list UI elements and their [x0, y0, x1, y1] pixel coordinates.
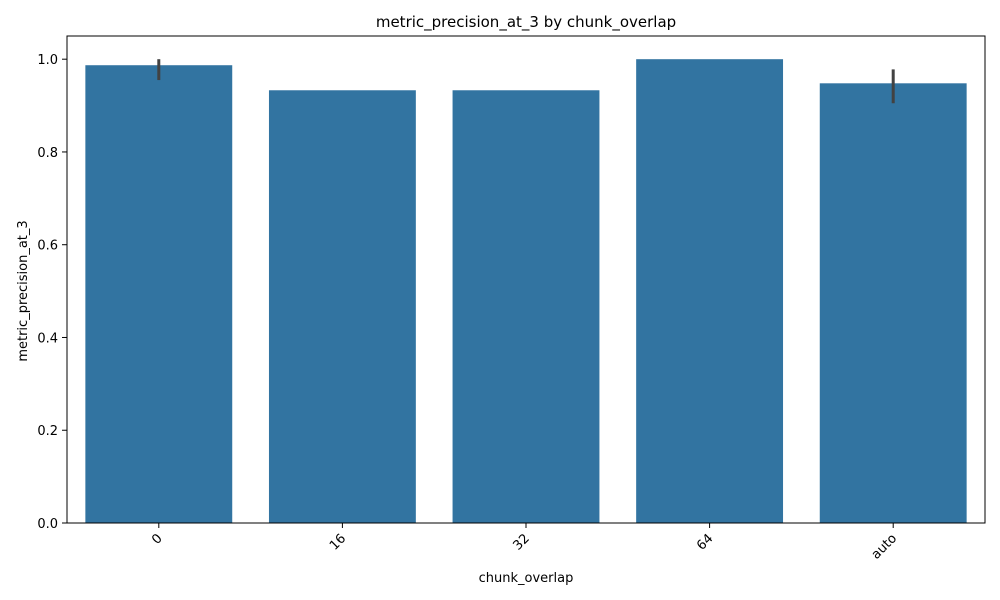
- bar-16: [268, 90, 416, 523]
- chart-title: metric_precision_at_3 by chunk_overlap: [376, 13, 676, 32]
- x-axis: 0 16 32 64 auto: [149, 523, 900, 563]
- x-tick-label-16: 16: [327, 531, 349, 553]
- x-tick-label-64: 64: [694, 531, 716, 553]
- error-bars-group: [157, 59, 895, 104]
- plot-frame: [66, 35, 986, 524]
- y-tick-label: 0.6: [37, 239, 58, 254]
- bars-group: [85, 59, 967, 524]
- y-tick-label: 0.8: [37, 146, 58, 161]
- bar-32: [452, 90, 600, 523]
- y-tick-label: 1.0: [37, 53, 58, 68]
- bar-auto: [819, 83, 967, 524]
- x-axis-label: chunk_overlap: [479, 571, 574, 586]
- y-tick-label: 0.4: [37, 331, 58, 346]
- x-tick-label-32: 32: [511, 531, 533, 553]
- x-tick-label-auto: auto: [869, 531, 900, 562]
- y-tick-label: 0.2: [37, 424, 58, 439]
- bar-0: [85, 65, 233, 523]
- y-axis: 0.0 0.2 0.4 0.6 0.8 1.0: [37, 53, 67, 532]
- bar-64: [636, 59, 784, 523]
- x-tick-label-0: 0: [149, 531, 165, 547]
- y-axis-label: metric_precision_at_3: [16, 220, 31, 361]
- y-tick-label: 0.0: [37, 517, 58, 532]
